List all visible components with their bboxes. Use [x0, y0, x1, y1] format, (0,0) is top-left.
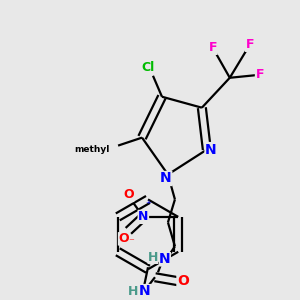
Text: N: N — [138, 210, 148, 224]
Text: ⁺: ⁺ — [146, 200, 151, 210]
Text: Cl: Cl — [141, 61, 154, 74]
Text: H: H — [128, 285, 138, 298]
Text: O: O — [118, 232, 129, 245]
Text: O: O — [123, 188, 134, 202]
Text: F: F — [245, 38, 254, 51]
Text: N: N — [139, 284, 151, 298]
Text: N: N — [205, 142, 217, 157]
Text: N: N — [159, 252, 171, 266]
Text: methyl: methyl — [75, 145, 110, 154]
Text: O: O — [177, 274, 189, 288]
Text: N: N — [160, 172, 172, 185]
Text: F: F — [208, 41, 217, 54]
Text: H: H — [148, 251, 158, 264]
Text: F: F — [255, 68, 264, 81]
Text: ⁻: ⁻ — [128, 237, 134, 247]
